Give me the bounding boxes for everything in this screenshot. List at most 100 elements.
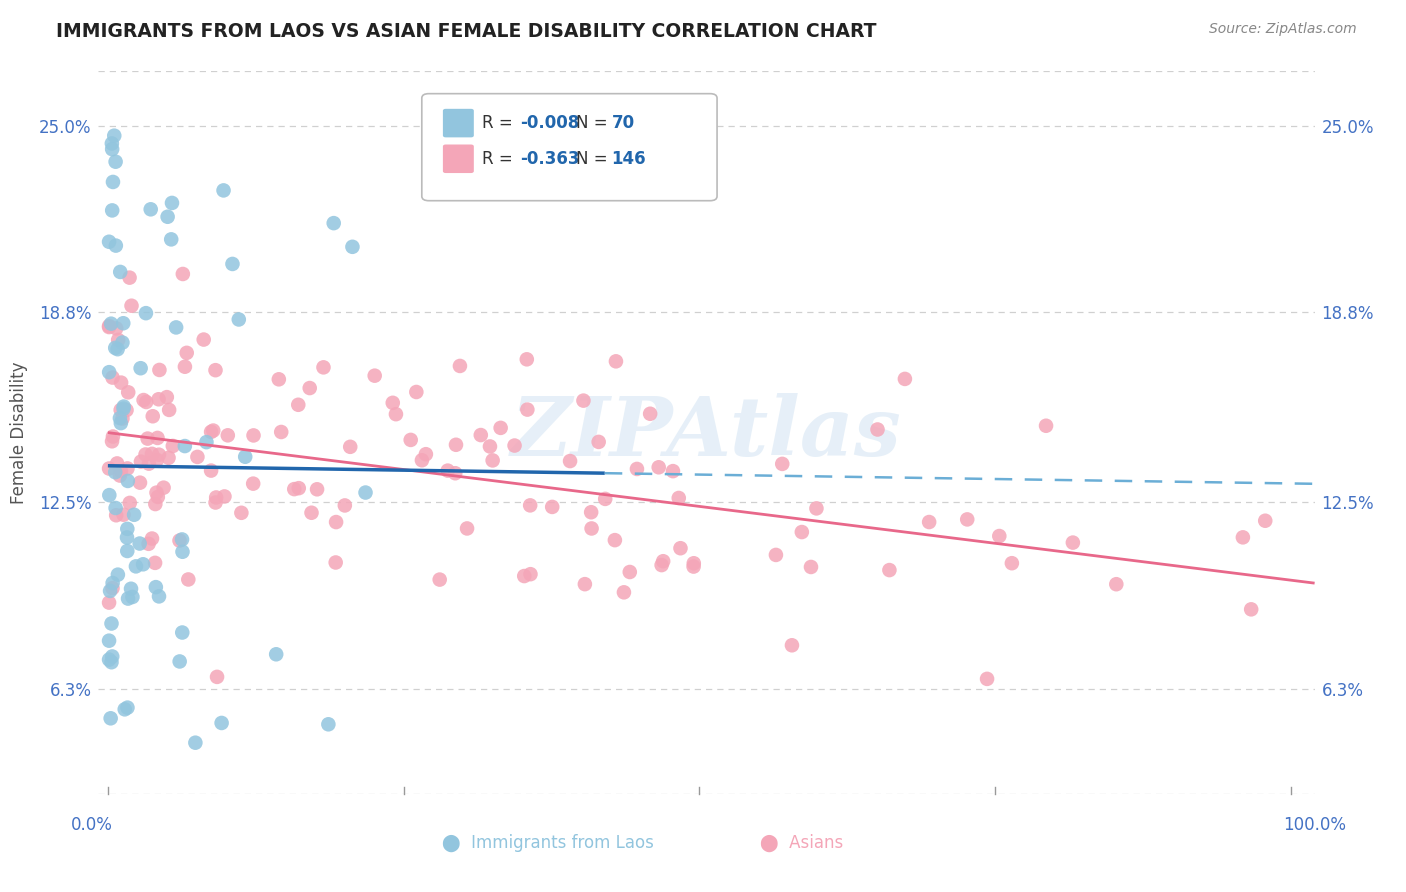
- Point: [516, 402, 538, 417]
- Point: [118, 496, 141, 510]
- Point: [135, 395, 157, 409]
- Point: [162, 439, 184, 453]
- Point: [579, 505, 602, 519]
- Point: [146, 453, 169, 467]
- Point: [652, 554, 675, 568]
- Point: [110, 416, 132, 430]
- Point: [101, 175, 124, 189]
- Point: [381, 396, 404, 410]
- Point: [765, 548, 787, 562]
- Point: [101, 370, 124, 384]
- Text: R =: R =: [482, 114, 519, 132]
- Point: [444, 438, 467, 452]
- Point: [519, 567, 541, 582]
- Point: [142, 409, 165, 424]
- Point: [200, 464, 222, 478]
- Point: [399, 433, 422, 447]
- Point: [283, 482, 305, 496]
- Point: [125, 559, 148, 574]
- Point: [112, 400, 135, 414]
- Point: [478, 440, 501, 454]
- Point: [436, 464, 458, 478]
- Point: [638, 407, 661, 421]
- Text: Source: ZipAtlas.com: Source: ZipAtlas.com: [1209, 22, 1357, 37]
- Point: [212, 183, 235, 197]
- Point: [148, 392, 170, 407]
- Point: [121, 590, 143, 604]
- Point: [1035, 418, 1057, 433]
- Point: [146, 490, 169, 504]
- Point: [172, 267, 194, 281]
- Point: [879, 563, 901, 577]
- Point: [135, 448, 157, 462]
- Point: [110, 376, 132, 390]
- Point: [217, 428, 239, 442]
- Point: [662, 464, 685, 478]
- Point: [270, 425, 292, 439]
- Point: [103, 128, 125, 143]
- Point: [385, 407, 408, 421]
- Point: [160, 196, 183, 211]
- Point: [325, 556, 347, 570]
- Point: [105, 321, 128, 335]
- Point: [143, 497, 166, 511]
- Point: [114, 702, 136, 716]
- Point: [193, 333, 215, 347]
- Point: [105, 508, 128, 523]
- Text: N =: N =: [576, 150, 613, 168]
- Point: [790, 524, 813, 539]
- Point: [110, 403, 132, 417]
- Point: [132, 558, 155, 572]
- Point: [444, 467, 467, 481]
- Point: [117, 474, 139, 488]
- Point: [136, 432, 159, 446]
- Point: [354, 485, 377, 500]
- Text: IMMIGRANTS FROM LAOS VS ASIAN FEMALE DISABILITY CORRELATION CHART: IMMIGRANTS FROM LAOS VS ASIAN FEMALE DIS…: [56, 22, 877, 41]
- Point: [325, 515, 347, 529]
- Point: [267, 372, 290, 386]
- Point: [118, 270, 141, 285]
- Point: [105, 457, 128, 471]
- Point: [111, 411, 134, 425]
- Point: [117, 591, 139, 606]
- Point: [339, 440, 361, 454]
- Point: [135, 306, 157, 320]
- Point: [195, 435, 218, 450]
- Point: [204, 363, 226, 377]
- Point: [513, 569, 536, 583]
- Text: 100.0%: 100.0%: [1284, 816, 1346, 834]
- Point: [156, 390, 179, 404]
- Point: [98, 365, 121, 379]
- Point: [115, 531, 138, 545]
- Point: [117, 522, 139, 536]
- Point: [177, 573, 200, 587]
- Point: [449, 359, 471, 373]
- Point: [204, 495, 226, 509]
- Point: [503, 438, 526, 452]
- Point: [138, 537, 160, 551]
- Point: [1105, 577, 1128, 591]
- Point: [519, 499, 541, 513]
- Point: [110, 265, 132, 279]
- Point: [770, 457, 793, 471]
- Point: [558, 454, 581, 468]
- Point: [129, 361, 152, 376]
- Point: [956, 512, 979, 526]
- Point: [415, 447, 437, 461]
- Point: [104, 341, 127, 355]
- Point: [287, 398, 309, 412]
- Point: [107, 342, 129, 356]
- Point: [107, 333, 129, 347]
- Point: [143, 556, 166, 570]
- Point: [148, 448, 170, 462]
- Point: [165, 320, 187, 334]
- Point: [101, 434, 124, 449]
- Point: [429, 573, 451, 587]
- Point: [101, 576, 124, 591]
- Point: [98, 320, 121, 334]
- Point: [100, 655, 122, 669]
- Point: [98, 235, 121, 249]
- Point: [101, 136, 124, 151]
- Point: [117, 700, 139, 714]
- Point: [651, 558, 673, 573]
